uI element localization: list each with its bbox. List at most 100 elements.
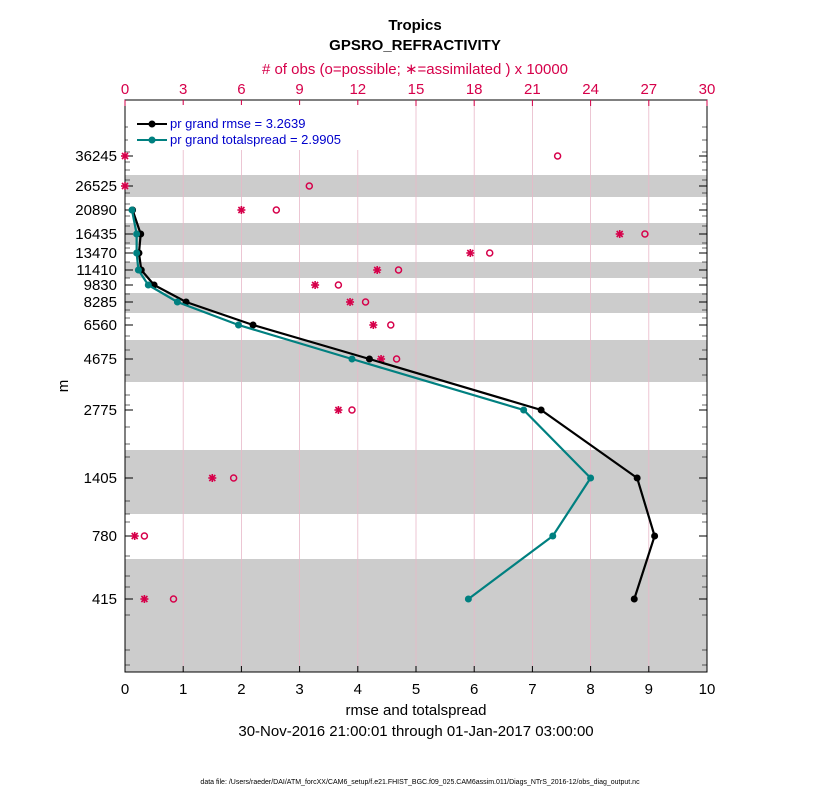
x-tick-label: 1 — [179, 681, 187, 698]
obs-possible-marker — [387, 321, 395, 329]
obs-assimilated-marker — [369, 321, 378, 329]
obs-assimilated-marker — [346, 298, 355, 306]
series-point-rmse — [633, 474, 641, 482]
asterisk-stroke — [208, 474, 216, 482]
obs-assimilated-marker — [130, 532, 139, 540]
asterisk-stroke — [346, 298, 354, 306]
obs-assimilated-marker — [373, 266, 382, 274]
series-point-totalspread — [549, 532, 557, 540]
y-minor-ticks — [125, 126, 707, 666]
series-point-totalspread — [234, 321, 242, 329]
x-tick-label: 3 — [295, 681, 303, 698]
series-point-totalspread — [133, 230, 141, 238]
x-tick-label: 2 — [237, 681, 245, 698]
asterisk-stroke — [369, 321, 377, 329]
obs-possible-marker — [229, 474, 238, 482]
y-tick-label: 13470 — [75, 245, 117, 262]
asterisk-stroke — [311, 281, 319, 289]
y-tick-label: 9830 — [84, 277, 117, 294]
obs-possible-marker — [272, 206, 281, 214]
y-tick-label: 26525 — [75, 178, 117, 195]
y-tick-label: 6560 — [84, 317, 117, 334]
obs-possible-marker — [641, 230, 649, 238]
obs-assimilated-marker — [237, 206, 246, 214]
top-tick-label: 0 — [121, 81, 129, 98]
y-tick-label: 415 — [92, 591, 117, 608]
series-point-totalspread — [144, 281, 152, 289]
series-point-totalspread — [520, 406, 528, 414]
obs-possible-marker — [305, 182, 314, 190]
legend: pr grand rmse = 3.2639 pr grand totalspr… — [128, 105, 363, 150]
y-tick-label: 780 — [92, 528, 117, 545]
obs-possible-marker — [334, 281, 343, 289]
obs-possible-marker — [361, 298, 370, 306]
series-point-totalspread — [128, 206, 136, 214]
series-point-totalspread — [587, 474, 595, 482]
x-tick-label: 8 — [586, 681, 594, 698]
series-point-rmse — [651, 532, 659, 540]
obs-possible-marker — [140, 532, 149, 540]
y-tick-label: 16435 — [75, 226, 117, 243]
series-point-rmse — [630, 595, 638, 603]
obs-assimilated-marker — [334, 406, 343, 414]
legend-spread-marker — [148, 136, 156, 144]
series-point-totalspread — [348, 355, 356, 363]
asterisk-stroke — [466, 249, 474, 257]
asterisk-stroke — [121, 182, 129, 190]
legend-rmse-marker — [148, 120, 156, 128]
x-tick-label: 0 — [121, 681, 129, 698]
obs-possible-marker — [348, 406, 356, 414]
obs-possible-marker — [553, 152, 562, 160]
obs-possible-marker — [394, 266, 403, 274]
obs-possible-marker — [392, 355, 401, 363]
top-tick-label: 3 — [179, 81, 187, 98]
series-point-rmse — [537, 406, 545, 414]
obs-assimilated-marker — [208, 474, 217, 482]
top-axis-label: # of obs (o=possible; ∗=assimilated ) x … — [262, 61, 568, 78]
top-tick-label: 21 — [524, 81, 541, 98]
x-tick-label: 7 — [528, 681, 536, 698]
top-tick-label: 12 — [349, 81, 366, 98]
top-tick-label: 24 — [582, 81, 599, 98]
legend-spread-label: pr grand totalspread = 2.9905 — [170, 132, 341, 147]
top-tick-label: 27 — [640, 81, 657, 98]
y-tick-label: 1405 — [84, 470, 117, 487]
x-tick-label: 5 — [412, 681, 420, 698]
observation-counts — [121, 152, 649, 603]
chart-subtitle: GPSRO_REFRACTIVITY — [329, 37, 501, 54]
x-axis-label: rmse and totalspread — [346, 702, 487, 719]
asterisk-stroke — [616, 230, 624, 238]
top-tick-label: 9 — [295, 81, 303, 98]
series-point-totalspread — [173, 298, 181, 306]
asterisk-stroke — [131, 532, 139, 540]
x-axis-ticks: 0 1 2 3 4 5 6 7 8 9 10 — [121, 666, 716, 698]
x-tick-label: 10 — [699, 681, 716, 698]
asterisk-stroke — [237, 206, 245, 214]
asterisk-stroke — [140, 595, 148, 603]
top-tick-label: 15 — [408, 81, 425, 98]
legend-rmse-label: pr grand rmse = 3.2639 — [170, 116, 306, 131]
obs-possible-marker — [485, 249, 494, 257]
top-axis-ticks: 0 3 6 9 12 15 18 21 24 27 30 — [121, 81, 716, 106]
y-tick-label: 4675 — [84, 351, 117, 368]
top-tick-label: 30 — [699, 81, 716, 98]
series-point-totalspread — [134, 266, 142, 274]
legend-box — [128, 105, 363, 150]
y-tick-label: 36245 — [75, 148, 117, 165]
series-point-totalspread — [464, 595, 472, 603]
y-axis-label: m — [55, 380, 72, 393]
date-range: 30-Nov-2016 21:00:01 through 01-Jan-2017… — [238, 723, 593, 740]
series-point-rmse — [365, 355, 373, 363]
obs-assimilated-marker — [615, 230, 624, 238]
vertical-gridlines — [182, 100, 650, 672]
asterisk-stroke — [334, 406, 342, 414]
y-tick-label: 20890 — [75, 202, 117, 219]
y-tick-label: 11410 — [76, 262, 117, 279]
series-point-totalspread — [133, 249, 141, 257]
y-tick-label: 8285 — [84, 294, 117, 311]
chart-title: Tropics — [388, 17, 441, 34]
obs-assimilated-marker — [121, 152, 129, 160]
x-tick-label: 4 — [354, 681, 362, 698]
